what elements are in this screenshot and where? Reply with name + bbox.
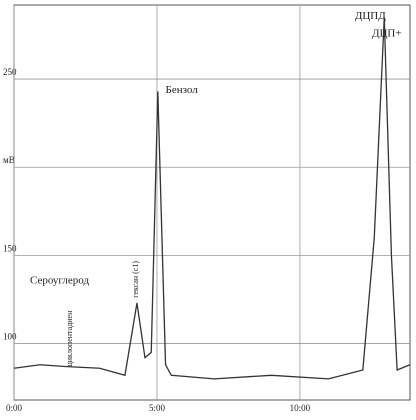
annotation: Сероуглерод (30, 275, 89, 287)
annotation: ДЦПД (355, 10, 386, 22)
annotation: гексан (с1) (131, 261, 140, 298)
y-tick-label: 100 (3, 332, 17, 342)
annotation: Бензол (166, 84, 199, 96)
y-tick-label: 250 (3, 67, 17, 77)
y-tick-label: 150 (3, 243, 17, 253)
annotation: циклопентадиен (65, 310, 74, 367)
x-tick-label: 0:00 (6, 403, 23, 413)
y-tick-label: мВ (3, 155, 15, 165)
annotation: ДЦП+ (372, 28, 402, 40)
x-tick-label: 10:00 (290, 403, 311, 413)
x-tick-label: 5:00 (149, 403, 166, 413)
line (13, 17, 411, 380)
